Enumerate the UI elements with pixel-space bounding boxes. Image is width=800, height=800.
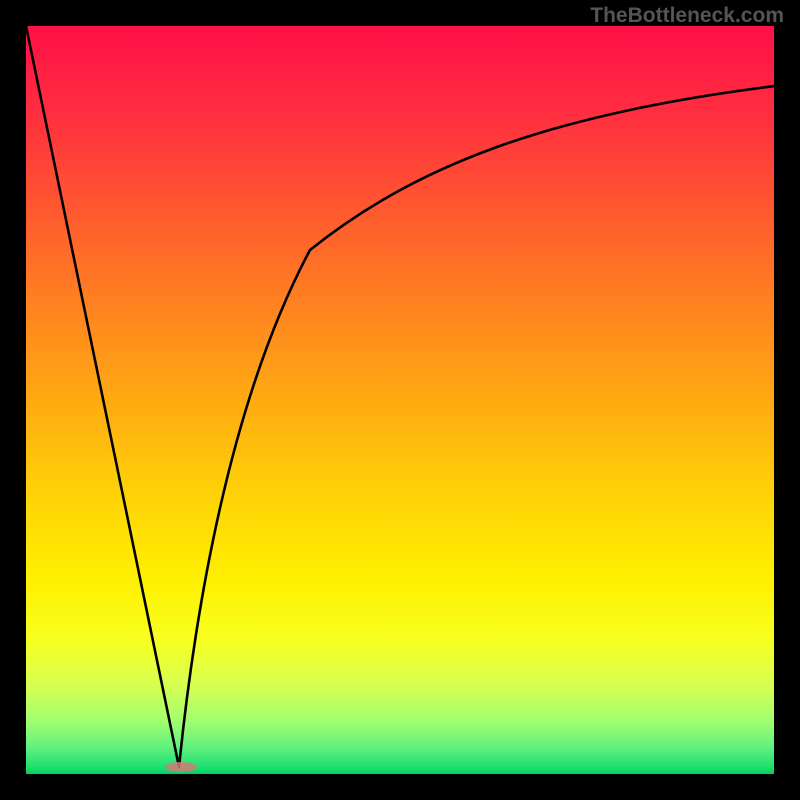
rising-curve [179,86,775,767]
minimum-marker [165,762,197,772]
bottleneck-curve-chart [0,0,800,800]
descending-line [26,26,179,767]
watermark-text: TheBottleneck.com [590,4,784,28]
